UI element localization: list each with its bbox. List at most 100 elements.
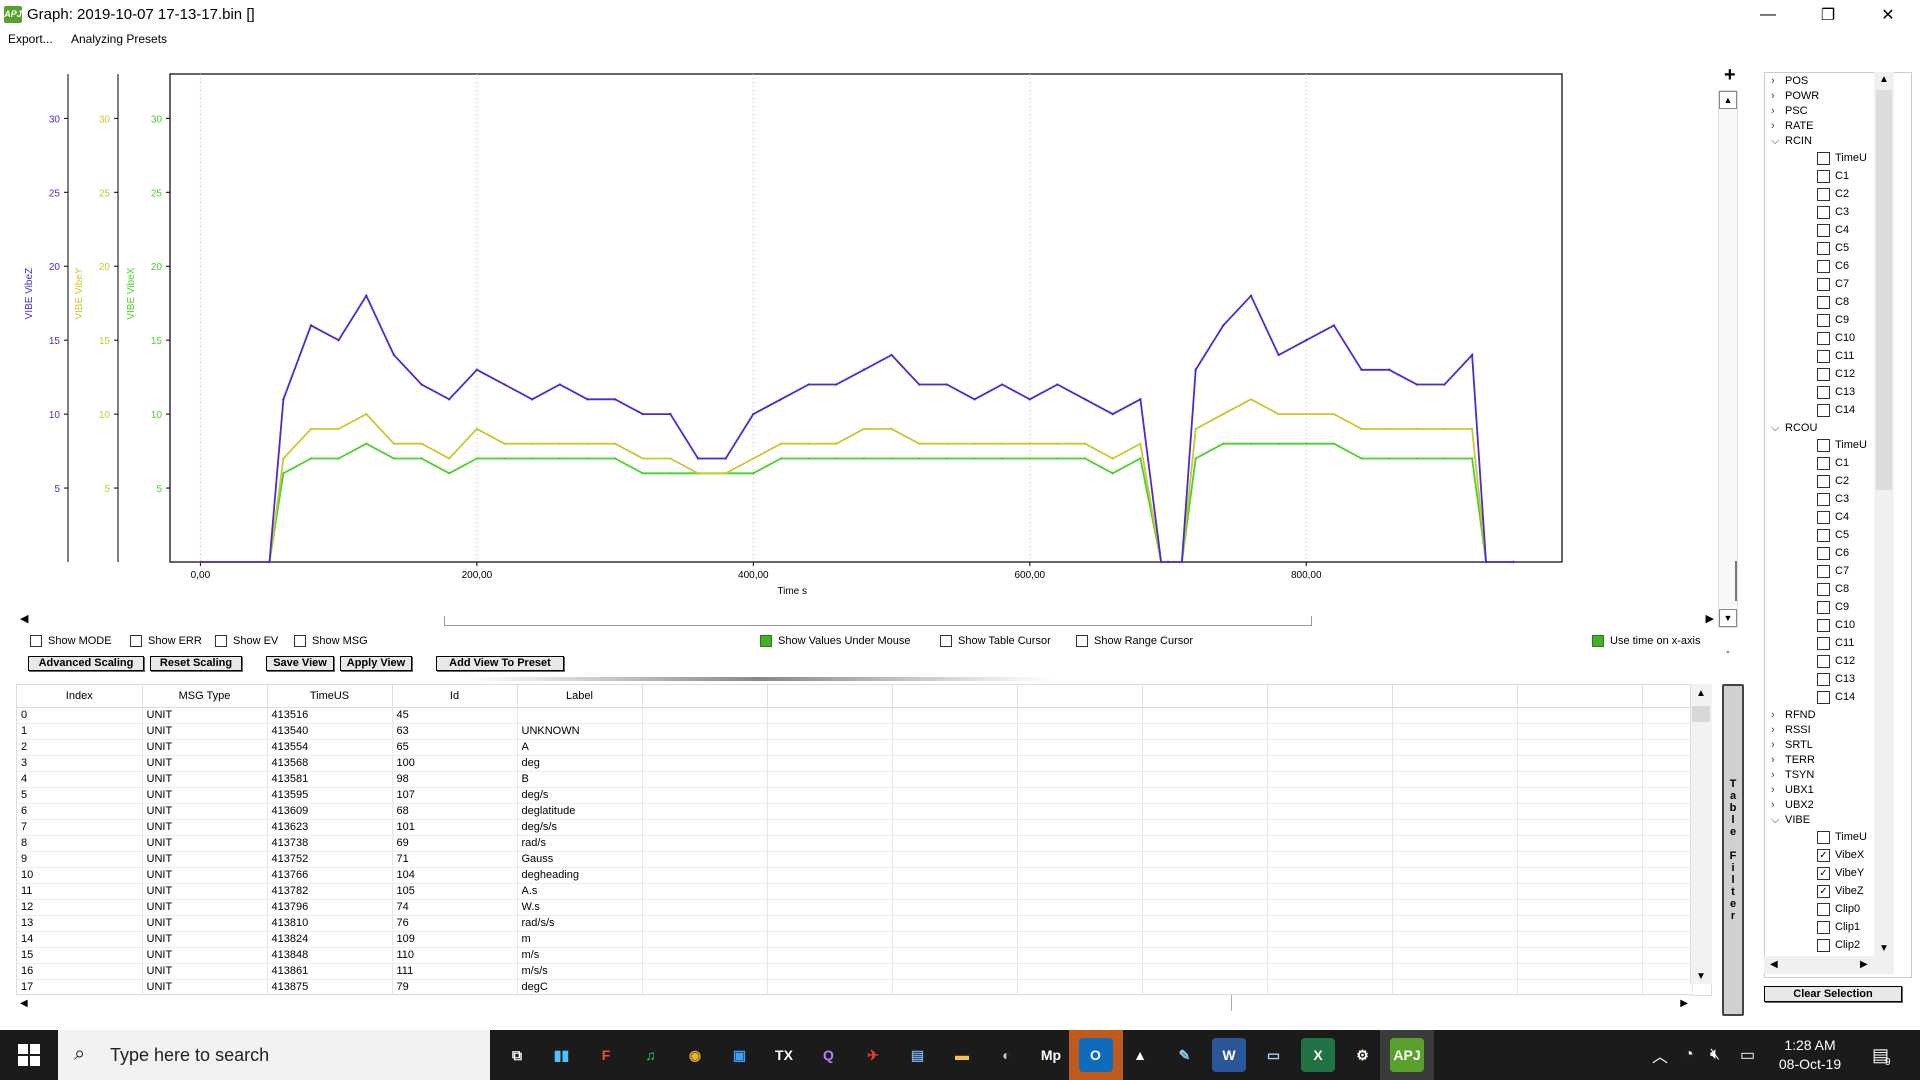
scroll-thumb[interactable] [1876, 90, 1892, 490]
field-checkbox[interactable] [1817, 920, 1830, 934]
cell-empty[interactable] [1642, 963, 1693, 980]
cell-msg-type[interactable]: UNIT [142, 963, 268, 980]
column-header-empty[interactable] [1142, 685, 1268, 708]
tree-item-field[interactable]: C3 [1817, 204, 1849, 220]
cell-empty[interactable] [1142, 947, 1268, 964]
cell-empty[interactable] [1392, 931, 1518, 948]
cell-msg-type[interactable]: UNIT [142, 899, 268, 916]
field-checkbox[interactable] [1817, 582, 1830, 596]
tree-horizontal-scrollbar[interactable]: ◀ ▶ [1764, 956, 1894, 974]
cell-empty[interactable] [1142, 963, 1268, 980]
table-row[interactable]: 16 UNIT 413861 111 m/s/s [17, 963, 1693, 980]
cell-empty[interactable] [1142, 915, 1268, 932]
cell-empty[interactable] [1267, 755, 1393, 772]
cell-empty[interactable] [767, 963, 893, 980]
cell-empty[interactable] [1267, 739, 1393, 756]
use-time-option[interactable]: Use time on x-axis [1592, 635, 1700, 647]
cell-empty[interactable] [1642, 723, 1693, 740]
cell-timeus[interactable]: 413861 [267, 963, 393, 980]
cell-id[interactable]: 107 [392, 787, 518, 804]
cell-empty[interactable] [1017, 819, 1143, 836]
cell-empty[interactable] [1392, 835, 1518, 852]
cell-id[interactable]: 69 [392, 835, 518, 852]
cell-empty[interactable] [1517, 867, 1643, 884]
tree-item-field[interactable]: C9 [1817, 599, 1849, 615]
field-checkbox[interactable] [1817, 510, 1830, 524]
cell-empty[interactable] [1642, 803, 1693, 820]
table-row[interactable]: 14 UNIT 413824 109 m [17, 931, 1693, 948]
cell-empty[interactable] [1392, 963, 1518, 980]
photos-icon[interactable]: ▲ [1133, 1047, 1147, 1063]
tree-item-field[interactable]: C3 [1817, 491, 1849, 507]
film-app-icon[interactable]: ▤ [910, 1046, 925, 1063]
field-checkbox[interactable] [1817, 277, 1830, 291]
cell-empty[interactable] [1642, 947, 1693, 964]
column-header-msg-type[interactable]: MSG Type [142, 685, 268, 708]
cell-empty[interactable] [767, 803, 893, 820]
cell-empty[interactable] [892, 915, 1018, 932]
column-header-empty[interactable] [892, 685, 1018, 708]
scroll-left-arrow-icon[interactable]: ◀ [20, 613, 29, 625]
cell-timeus[interactable]: 413810 [267, 915, 393, 932]
column-header-empty[interactable] [1642, 685, 1693, 708]
table-row[interactable]: 11 UNIT 413782 105 A.s [17, 883, 1693, 900]
field-checkbox[interactable]: ✓ [1817, 848, 1830, 862]
show-values-checkbox[interactable] [760, 635, 772, 647]
cell-empty[interactable] [767, 771, 893, 788]
cell-timeus[interactable]: 413796 [267, 899, 393, 916]
tree-item-message[interactable]: ⌵ VIBE [1771, 812, 1810, 828]
tree-item-message[interactable]: › UBX1 [1771, 782, 1814, 798]
cell-index[interactable]: 4 [17, 771, 143, 788]
start-button[interactable] [0, 1030, 58, 1080]
wifi-icon[interactable]: ◔ [1684, 1046, 1694, 1063]
cell-empty[interactable] [1267, 931, 1393, 948]
cell-empty[interactable] [1517, 899, 1643, 916]
field-checkbox[interactable] [1817, 259, 1830, 273]
scroll-up-arrow-icon[interactable]: ▲ [1719, 91, 1737, 109]
cell-empty[interactable] [1517, 835, 1643, 852]
cell-empty[interactable] [1392, 739, 1518, 756]
cell-timeus[interactable]: 413540 [267, 723, 393, 740]
cell-empty[interactable] [1642, 867, 1693, 884]
tree-item-field[interactable]: C11 [1817, 635, 1854, 651]
field-checkbox[interactable] [1817, 600, 1830, 614]
cell-label[interactable]: A [517, 739, 643, 756]
cell-empty[interactable] [1392, 899, 1518, 916]
cell-id[interactable]: 68 [392, 803, 518, 820]
tree-item-field[interactable]: C9 [1817, 312, 1849, 328]
cell-empty[interactable] [1142, 867, 1268, 884]
cell-id[interactable]: 100 [392, 755, 518, 772]
cell-empty[interactable] [1017, 883, 1143, 900]
apply-view-button[interactable]: Apply View [340, 656, 412, 671]
cell-empty[interactable] [642, 915, 768, 932]
chevron-down-icon[interactable]: ⌵ [1771, 134, 1780, 147]
field-checkbox[interactable] [1817, 564, 1830, 578]
cell-empty[interactable] [892, 819, 1018, 836]
cell-empty[interactable] [1267, 835, 1393, 852]
taskbar-search[interactable]: ⌕ Type here to search [58, 1030, 490, 1080]
cell-empty[interactable] [642, 851, 768, 868]
table-horizontal-scrollbar[interactable]: ◀ ▶ [16, 994, 1692, 1012]
cell-empty[interactable] [1017, 723, 1143, 740]
table-row[interactable]: 2 UNIT 413554 65 A [17, 739, 1693, 756]
field-checkbox[interactable]: ✓ [1817, 866, 1830, 880]
cell-msg-type[interactable]: UNIT [142, 771, 268, 788]
minimize-button[interactable]: — [1760, 6, 1776, 23]
cell-id[interactable]: 105 [392, 883, 518, 900]
cell-empty[interactable] [892, 755, 1018, 772]
show-table-cursor-option[interactable]: Show Table Cursor [940, 635, 1051, 647]
field-checkbox[interactable] [1817, 636, 1830, 650]
cell-msg-type[interactable]: UNIT [142, 755, 268, 772]
cell-empty[interactable] [1642, 899, 1693, 916]
scroll-thumb[interactable] [444, 616, 1312, 626]
table-row[interactable]: 9 UNIT 413752 71 Gauss [17, 851, 1693, 868]
tree-item-message[interactable]: › TERR [1771, 752, 1815, 768]
column-header-empty[interactable] [1017, 685, 1143, 708]
field-checkbox[interactable] [1817, 528, 1830, 542]
cell-empty[interactable] [1017, 739, 1143, 756]
cell-empty[interactable] [1142, 771, 1268, 788]
apm-planner-icon[interactable]: APJ [1390, 1038, 1424, 1072]
add-view-to-preset-button[interactable]: Add View To Preset [436, 656, 564, 671]
field-checkbox[interactable] [1817, 349, 1830, 363]
cell-empty[interactable] [767, 835, 893, 852]
